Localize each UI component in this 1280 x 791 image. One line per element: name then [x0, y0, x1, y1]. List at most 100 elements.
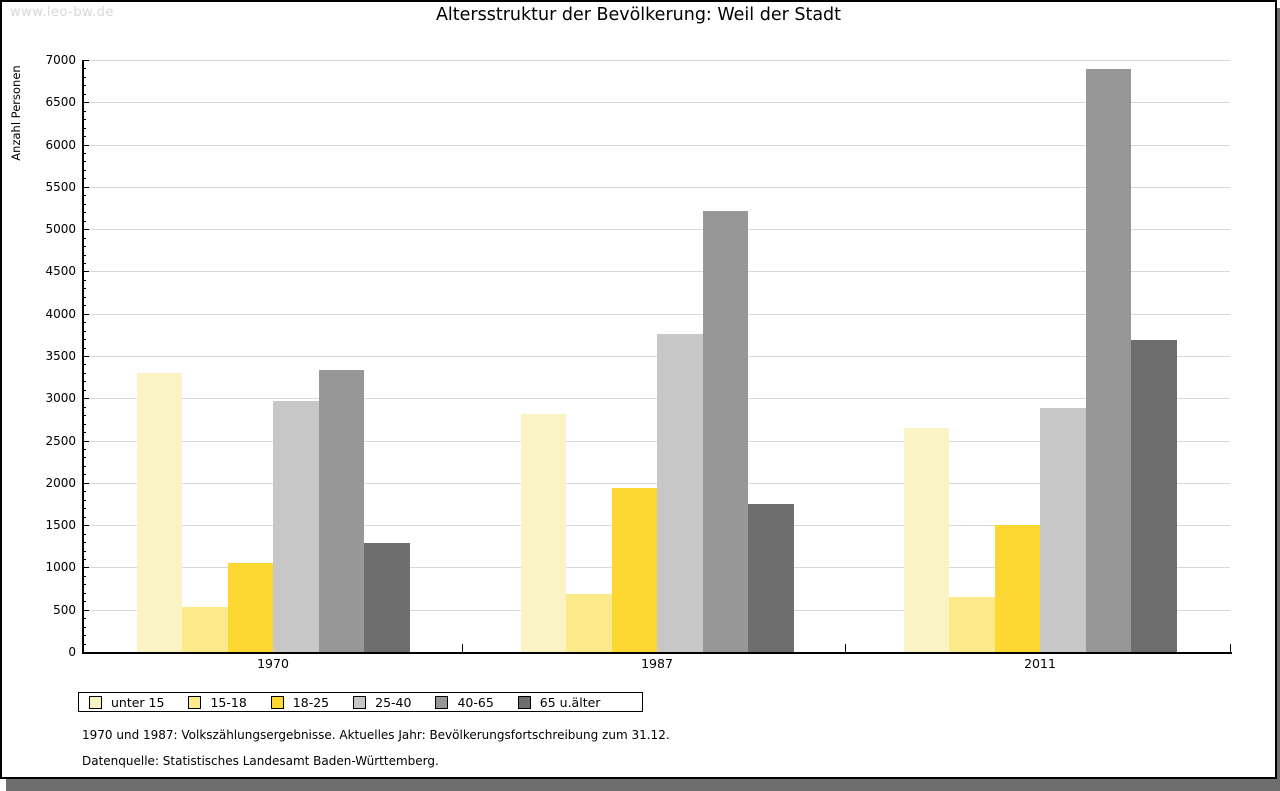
y-minor-tick [82, 279, 86, 281]
y-minor-tick [82, 161, 86, 163]
y-minor-tick [82, 499, 86, 501]
legend-item-18-25: 18-25 [270, 695, 329, 710]
y-minor-tick [82, 406, 86, 408]
y-major-tick [82, 60, 89, 61]
legend-label: 15-18 [210, 694, 247, 710]
y-tick-label: 4000 [45, 306, 76, 321]
x-category-label-2011: 2011 [1024, 656, 1056, 671]
y-tick-label: 5500 [45, 179, 76, 194]
bar-1987-25-40 [657, 334, 703, 652]
y-major-tick [82, 186, 89, 188]
y-minor-tick [82, 178, 86, 180]
y-minor-tick [82, 364, 86, 366]
y-minor-tick [82, 533, 86, 535]
y-minor-tick [82, 237, 86, 239]
y-minor-tick [82, 575, 86, 577]
bar-1987-40-65 [702, 211, 748, 652]
bar-2011-65 u.älter [1131, 339, 1177, 652]
legend-swatch [517, 695, 531, 709]
bar-1987-unter 15 [520, 414, 566, 652]
footnote-census: 1970 und 1987: Volkszählungsergebnisse. … [82, 728, 670, 742]
y-tick-label: 1000 [45, 560, 76, 575]
y-minor-tick [82, 432, 86, 434]
bar-1970-15-18 [182, 607, 228, 652]
y-minor-tick [82, 584, 86, 586]
watermark: www.leo-bw.de [10, 5, 114, 20]
y-major-tick [82, 609, 89, 611]
y-minor-tick [82, 220, 86, 222]
y-minor-tick [82, 643, 86, 645]
gridline [84, 229, 1230, 231]
legend-item-40-65: 40-65 [435, 695, 494, 710]
y-minor-tick [82, 389, 86, 391]
y-minor-tick [82, 322, 86, 324]
y-minor-tick [82, 85, 86, 87]
y-major-tick [82, 102, 89, 104]
y-major-tick [82, 567, 89, 569]
legend-swatch [270, 695, 284, 709]
gridline [84, 144, 1230, 146]
bar-1970-40-65 [318, 370, 364, 652]
y-minor-tick [82, 601, 86, 603]
y-tick-label: 7000 [45, 53, 76, 67]
y-tick-label: 4500 [45, 264, 76, 279]
legend-swatch [353, 695, 367, 709]
bar-1970-18-25 [227, 563, 273, 652]
y-minor-tick [82, 195, 86, 197]
y-tick-label: 3000 [45, 391, 76, 406]
y-minor-tick [82, 423, 86, 425]
y-major-tick [82, 313, 89, 315]
footnote-source: Datenquelle: Statistisches Landesamt Bad… [82, 754, 439, 768]
bar-1987-65 u.älter [748, 504, 794, 652]
y-minor-tick [82, 305, 86, 307]
y-minor-tick [82, 372, 86, 374]
y-minor-tick [82, 127, 86, 129]
y-tick-label: 0 [68, 645, 76, 659]
y-minor-tick [82, 169, 86, 171]
y-minor-tick [82, 449, 86, 451]
legend-label: 25-40 [375, 694, 412, 710]
y-major-tick [82, 356, 89, 357]
legend-label: 65 u.älter [539, 694, 601, 710]
y-minor-tick [82, 542, 86, 544]
x-boundary-tick [462, 644, 463, 652]
y-minor-tick [82, 516, 86, 518]
y-minor-tick [82, 203, 86, 205]
y-tick-label: 1500 [45, 518, 76, 533]
y-major-tick [82, 525, 89, 527]
y-minor-tick [82, 457, 86, 459]
gridline [84, 102, 1230, 104]
bar-1987-15-18 [566, 594, 612, 652]
bar-1970-unter 15 [136, 372, 182, 652]
y-major-tick [82, 482, 89, 484]
y-minor-tick [82, 288, 86, 290]
y-major-tick [82, 271, 89, 273]
y-minor-tick [82, 246, 86, 248]
legend-box: unter 15 15-18 18-25 25-40 40-65 65 u.älter [78, 692, 643, 712]
y-axis-label: Anzahl Personen [9, 65, 23, 161]
y-tick-label: 6500 [45, 95, 76, 110]
bar-1970-65 u.älter [364, 542, 410, 652]
y-minor-tick [82, 381, 86, 383]
x-boundary-tick [1230, 644, 1231, 652]
legend-item-15-18: 15-18 [188, 694, 247, 710]
y-minor-tick [82, 136, 86, 138]
bar-2011-unter 15 [903, 427, 949, 652]
legend-swatch [435, 695, 449, 709]
y-tick-label: 3500 [45, 349, 76, 363]
chart-title: Altersstruktur der Bevölkerung: Weil der… [435, 5, 842, 25]
y-major-tick [82, 398, 89, 400]
y-minor-tick [82, 592, 86, 594]
y-minor-tick [82, 119, 86, 121]
y-minor-tick [82, 618, 86, 620]
y-minor-tick [82, 330, 86, 332]
y-minor-tick [82, 339, 86, 341]
gridline [84, 186, 1230, 188]
gridline [84, 271, 1230, 273]
canvas-shadow-bottom [6, 779, 1280, 791]
y-minor-tick [82, 626, 86, 628]
y-minor-tick [82, 254, 86, 256]
y-minor-tick [82, 110, 86, 112]
